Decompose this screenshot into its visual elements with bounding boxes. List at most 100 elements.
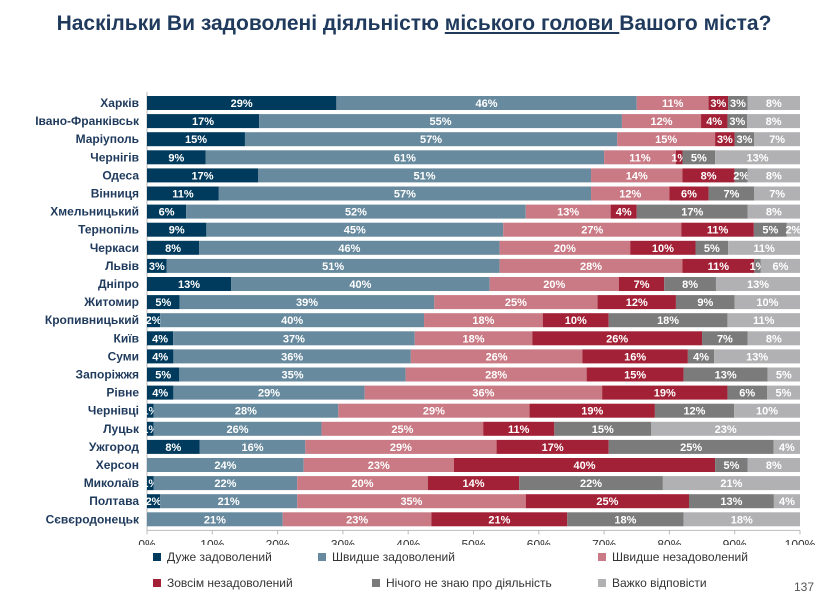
- bar-segment: [734, 168, 748, 183]
- bar-value-label: 2%: [146, 496, 162, 508]
- category-label: Херсон: [96, 458, 139, 472]
- bar-segment: [754, 186, 800, 201]
- bar-segment: [630, 240, 696, 255]
- bar-value-label: 25%: [391, 424, 413, 436]
- x-tick-label: 70%: [592, 537, 616, 545]
- bar-value-label: 26%: [606, 333, 628, 345]
- bar-segment: [147, 476, 154, 491]
- bar-value-label: 5%: [776, 370, 792, 382]
- bar-segment: [602, 385, 728, 400]
- bar-segment: [617, 132, 716, 147]
- bar-segment: [608, 313, 728, 328]
- category-label: Чернігів: [90, 150, 139, 164]
- bar-segment: [199, 240, 500, 255]
- page-number: 137: [793, 580, 814, 594]
- bar-value-label: 36%: [281, 351, 303, 363]
- bar-segment: [147, 349, 174, 364]
- title-part-3: Вашого міста?: [619, 12, 772, 35]
- bar-segment: [147, 512, 283, 527]
- bar-value-label: 10%: [756, 406, 778, 418]
- legend-swatch: [372, 579, 380, 587]
- x-tick-label: 40%: [396, 537, 420, 545]
- bar-segment: [682, 150, 716, 165]
- bar-value-label: 4%: [706, 116, 722, 128]
- bar-value-label: 61%: [394, 152, 416, 164]
- bar-value-label: 15%: [624, 370, 646, 382]
- bar-segment: [687, 349, 715, 364]
- legend-item: Швидше незадоволений: [598, 550, 748, 564]
- bar-value-label: 8%: [766, 170, 782, 182]
- bar-segment: [675, 295, 735, 310]
- bar-value-label: 23%: [368, 460, 390, 472]
- bar-value-label: 10%: [652, 243, 674, 255]
- bar-value-label: 4%: [152, 388, 168, 400]
- category-label: Львів: [105, 259, 139, 273]
- bar-value-label: 13%: [746, 351, 768, 363]
- bar-value-label: 10%: [565, 315, 587, 327]
- bar-segment: [231, 277, 490, 291]
- bar-segment: [147, 96, 337, 110]
- bar-value-label: 11%: [753, 315, 775, 327]
- bar-segment: [147, 186, 219, 201]
- bar-segment: [147, 367, 180, 382]
- bar-segment: [727, 313, 800, 328]
- bar-value-label: 12%: [650, 116, 672, 128]
- category-label: Кропивницький: [45, 313, 139, 327]
- bar-value-label: 29%: [258, 388, 280, 400]
- bar-value-label: 9%: [169, 225, 185, 237]
- bar-segment: [336, 96, 637, 110]
- bar-value-label: 6%: [681, 189, 697, 201]
- bar-value-label: 21%: [720, 478, 742, 490]
- bar-value-label: 7%: [769, 134, 785, 146]
- bar-value-label: 15%: [655, 134, 677, 146]
- stacked-bar-chart: 0% 10% 20% 30% 40% 50% 60% 70% 80% 90% 100% Харків 2…: [35, 92, 816, 545]
- bar-segment: [734, 132, 755, 147]
- bar-value-label: 17%: [192, 116, 214, 128]
- bar-value-label: 51%: [414, 170, 436, 182]
- bar-segment: [662, 476, 800, 491]
- bar-segment: [453, 458, 716, 472]
- x-tick-label: 50%: [461, 537, 485, 545]
- bar-segment: [727, 114, 748, 129]
- bar-segment: [153, 476, 298, 491]
- bar-segment: [410, 349, 583, 364]
- bar-segment: [147, 222, 207, 237]
- x-tick-label: 80%: [657, 537, 681, 545]
- bar-value-label: 28%: [580, 261, 602, 273]
- x-tick-label: 30%: [331, 537, 355, 545]
- legend-item: Дуже задоволений: [153, 550, 272, 564]
- bar-value-label: 4%: [693, 351, 709, 363]
- bar-value-label: 29%: [423, 406, 445, 418]
- category-label: Миколаїв: [84, 476, 139, 490]
- bar-segment: [727, 385, 768, 400]
- bar-value-label: 5%: [155, 297, 171, 309]
- bar-segment: [760, 258, 800, 273]
- bar-value-label: 13%: [178, 279, 200, 291]
- bar-value-label: 19%: [654, 388, 676, 400]
- bar-segment: [532, 331, 703, 346]
- bar-value-label: 20%: [554, 243, 576, 255]
- bar-value-label: 28%: [235, 406, 257, 418]
- bar-value-label: 6%: [739, 388, 755, 400]
- bar-segment: [591, 186, 670, 201]
- legend-item: Нічого не знаю про діяльність: [372, 576, 552, 590]
- bar-value-label: 4%: [152, 351, 168, 363]
- category-label: Дніпро: [98, 277, 139, 291]
- bar-segment: [767, 385, 800, 400]
- bar-value-label: 20%: [351, 478, 373, 490]
- category-label: Суми: [108, 349, 139, 363]
- bar-value-label: 26%: [486, 351, 508, 363]
- bar-value-label: 9%: [697, 297, 713, 309]
- bar-value-label: 51%: [322, 261, 344, 273]
- bar-value-label: 4%: [779, 442, 795, 454]
- bar-segment: [714, 349, 800, 364]
- bar-segment: [529, 403, 655, 418]
- bar-segment: [147, 204, 187, 219]
- bar-segment: [483, 421, 555, 436]
- bar-value-label: 46%: [338, 243, 360, 255]
- bar-segment: [160, 494, 298, 509]
- bar-segment: [651, 421, 800, 436]
- x-tick-label: 0%: [138, 537, 156, 545]
- bar-value-label: 21%: [488, 514, 510, 526]
- bar-value-label: 25%: [680, 442, 702, 454]
